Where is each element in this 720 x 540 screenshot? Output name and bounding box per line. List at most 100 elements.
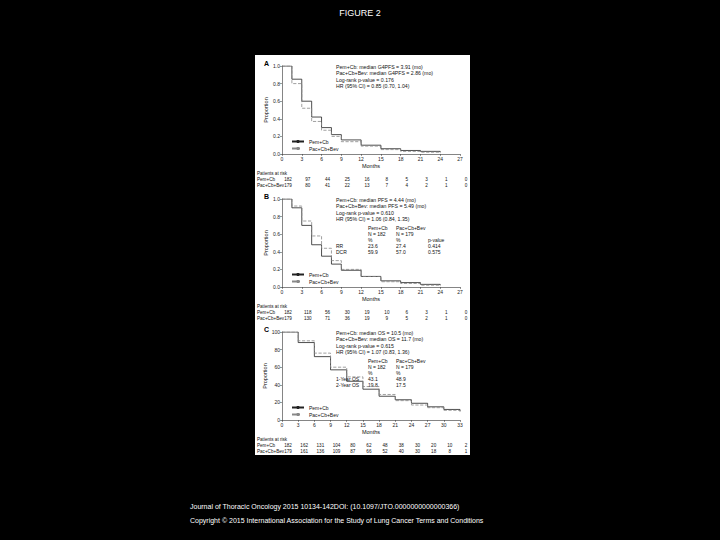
svg-text:59.9: 59.9: [368, 249, 378, 255]
svg-text:1: 1: [445, 183, 448, 188]
svg-text:21: 21: [418, 289, 424, 295]
svg-text:3: 3: [300, 289, 303, 295]
svg-text:1.0: 1.0: [273, 63, 280, 69]
svg-text:5: 5: [405, 177, 408, 182]
svg-text:0.4: 0.4: [273, 249, 280, 255]
svg-text:2: 2: [425, 183, 428, 188]
svg-text:9: 9: [340, 156, 343, 162]
svg-text:6: 6: [405, 310, 408, 315]
svg-text:18: 18: [431, 449, 437, 454]
svg-text:33: 33: [457, 422, 463, 428]
svg-text:3: 3: [425, 177, 428, 182]
svg-text:HR (95% CI) = 0.85 (0.70, 1.04: HR (95% CI) = 0.85 (0.70, 1.04): [336, 83, 410, 89]
svg-text:162: 162: [300, 443, 308, 448]
svg-text:10: 10: [384, 310, 390, 315]
svg-text:0: 0: [281, 289, 284, 295]
svg-text:57.0: 57.0: [396, 249, 406, 255]
svg-text:38: 38: [399, 443, 405, 448]
svg-text:179: 179: [284, 316, 292, 321]
svg-text:0: 0: [281, 156, 284, 162]
svg-text:Pem+Cb: median PFS = 4.44 (mo): Pem+Cb: median PFS = 4.44 (mo): [336, 197, 416, 203]
svg-text:60: 60: [274, 364, 280, 370]
svg-text:15: 15: [378, 289, 384, 295]
svg-text:8: 8: [386, 177, 389, 182]
svg-text:0.6: 0.6: [273, 98, 280, 104]
svg-text:Patients at risk: Patients at risk: [257, 171, 288, 176]
svg-text:30: 30: [441, 422, 447, 428]
svg-text:Proportion: Proportion: [263, 230, 269, 255]
svg-text:Pac+Cb+Bev: median G4PFS = 2.8: Pac+Cb+Bev: median G4PFS = 2.86 (mo): [336, 70, 433, 76]
svg-text:2-Year OS: 2-Year OS: [336, 382, 360, 388]
svg-text:HR (95% CI) = 1.07 (0.83, 1.36: HR (95% CI) = 1.07 (0.83, 1.36): [336, 349, 410, 355]
svg-text:41: 41: [325, 183, 331, 188]
svg-text:Pac+Cb+Bev: Pac+Cb+Bev: [257, 449, 285, 454]
svg-text:Proportion: Proportion: [263, 97, 269, 122]
svg-text:Log-rank p-value = 0.176: Log-rank p-value = 0.176: [336, 77, 394, 83]
svg-text:0.8: 0.8: [273, 81, 280, 87]
svg-text:9: 9: [329, 422, 332, 428]
svg-text:19: 19: [365, 310, 371, 315]
svg-text:30: 30: [415, 449, 421, 454]
svg-text:Log-rank p-value = 0.615: Log-rank p-value = 0.615: [336, 343, 394, 349]
svg-text:Pem+Cb: Pem+Cb: [309, 272, 329, 278]
svg-text:27: 27: [425, 422, 431, 428]
svg-text:15: 15: [360, 422, 366, 428]
svg-text:Months: Months: [362, 429, 380, 435]
svg-text:5: 5: [405, 316, 408, 321]
svg-text:40: 40: [399, 449, 405, 454]
svg-text:Patients at risk: Patients at risk: [257, 437, 288, 442]
svg-text:179: 179: [284, 449, 292, 454]
svg-text:1: 1: [445, 316, 448, 321]
svg-text:22: 22: [345, 183, 351, 188]
svg-text:18: 18: [376, 422, 382, 428]
svg-text:13: 13: [365, 183, 371, 188]
svg-text:4: 4: [405, 183, 408, 188]
svg-text:100: 100: [272, 329, 281, 335]
svg-text:8: 8: [449, 449, 452, 454]
svg-text:80: 80: [350, 443, 356, 448]
svg-text:21: 21: [392, 422, 398, 428]
svg-text:20: 20: [274, 399, 280, 405]
svg-text:71: 71: [325, 316, 331, 321]
svg-text:56: 56: [325, 310, 331, 315]
svg-text:1: 1: [445, 310, 448, 315]
svg-text:A: A: [264, 60, 269, 67]
svg-text:182: 182: [284, 310, 292, 315]
svg-text:18: 18: [398, 289, 404, 295]
svg-text:Pem+Cb: median G4PFS = 3.91 (m: Pem+Cb: median G4PFS = 3.91 (mo): [336, 64, 423, 70]
svg-text:B: B: [264, 193, 269, 200]
svg-text:179: 179: [284, 183, 292, 188]
svg-text:0: 0: [465, 177, 468, 182]
svg-text:9: 9: [386, 316, 389, 321]
svg-text:Proportion: Proportion: [262, 363, 268, 388]
svg-text:24: 24: [437, 289, 443, 295]
svg-text:21: 21: [418, 156, 424, 162]
svg-text:Pem+Cb: Pem+Cb: [309, 405, 329, 411]
svg-text:Pem+Cb: Pem+Cb: [257, 443, 275, 448]
svg-text:182: 182: [284, 177, 292, 182]
svg-text:Patients at risk: Patients at risk: [257, 304, 288, 309]
svg-text:0: 0: [465, 316, 468, 321]
svg-text:118: 118: [304, 310, 312, 315]
svg-text:36: 36: [345, 316, 351, 321]
svg-text:12: 12: [358, 289, 364, 295]
svg-text:182: 182: [284, 443, 292, 448]
svg-text:Pac+Cb+Bev: Pac+Cb+Bev: [309, 146, 339, 152]
svg-text:15: 15: [378, 156, 384, 162]
svg-text:1.0: 1.0: [273, 196, 280, 202]
svg-text:130: 130: [304, 316, 312, 321]
svg-text:0.4: 0.4: [273, 116, 280, 122]
svg-text:Pac+Cb+Bev: Pac+Cb+Bev: [257, 183, 285, 188]
svg-text:6: 6: [320, 156, 323, 162]
svg-text:1: 1: [465, 449, 468, 454]
svg-text:Pac+Cb+Bev: Pac+Cb+Bev: [257, 316, 285, 321]
svg-text:0.6: 0.6: [273, 231, 280, 237]
svg-text:16: 16: [365, 177, 371, 182]
svg-text:0: 0: [465, 183, 468, 188]
svg-text:52: 52: [383, 449, 389, 454]
svg-text:18: 18: [398, 156, 404, 162]
svg-text:27: 27: [457, 156, 463, 162]
svg-text:10: 10: [447, 443, 453, 448]
svg-text:0.575: 0.575: [428, 249, 441, 255]
svg-text:12: 12: [358, 156, 364, 162]
